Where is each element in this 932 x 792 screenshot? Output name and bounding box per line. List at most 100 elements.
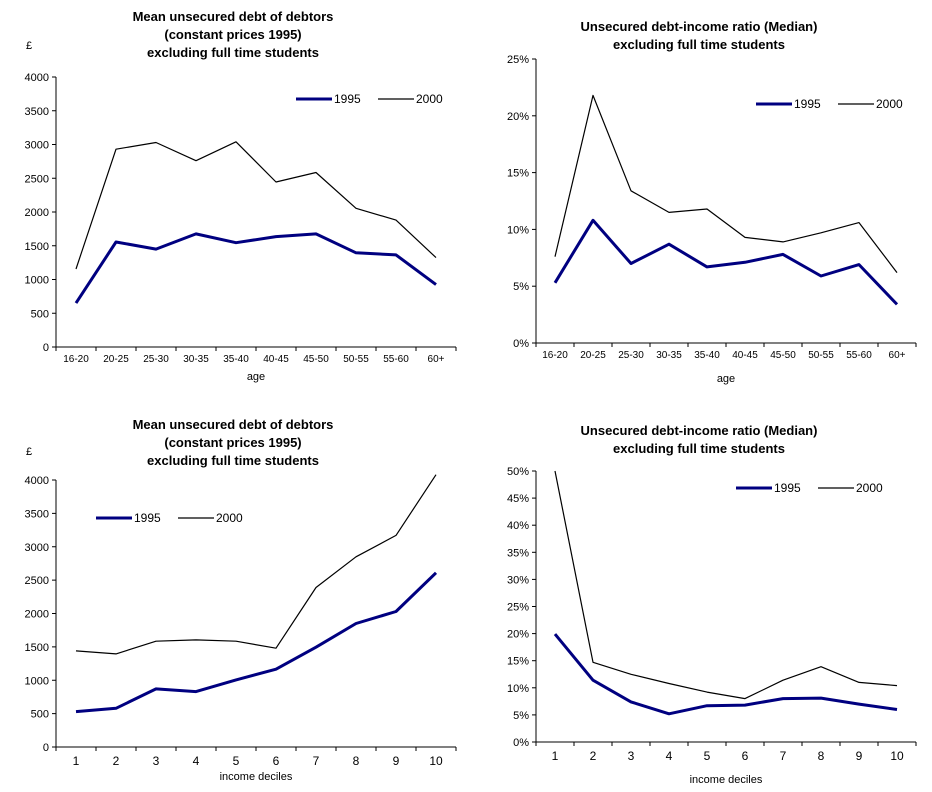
x-tick-label: 35-40 [694, 350, 720, 361]
y-tick-label: 3500 [25, 106, 49, 118]
chart-title: Unsecured debt-income ratio (Median) exc… [466, 422, 932, 458]
y-tick-label: 30% [507, 574, 529, 586]
chart-svg: 0% 5% 10% 15% 20% 25% 30% 35% 40% 45% 50% 1 2 3 4 5 6 7 8 9… [507, 466, 917, 763]
x-tick-label: 2 [590, 749, 597, 763]
x-tick-label: 50-55 [808, 350, 834, 361]
x-tick-label: 7 [313, 754, 320, 768]
x-tick-label: 16-20 [63, 354, 89, 365]
x-tick-label: 9 [393, 754, 400, 768]
x-tick-label: 6 [273, 754, 280, 768]
y-tick-label: 5% [513, 281, 529, 293]
y-tick-label: 3500 [25, 508, 49, 520]
x-tick-label: 3 [628, 749, 635, 763]
x-tick-label: 10 [429, 754, 443, 768]
y-tick-label: 1500 [25, 642, 49, 654]
legend-label-2000: 2000 [856, 481, 883, 495]
y-tick-label: 20% [507, 111, 529, 123]
x-axis-label: age [246, 371, 266, 383]
x-tick-label: 55-60 [846, 350, 872, 361]
x-axis-label: income deciles [689, 774, 763, 786]
x-tick-label: 20-25 [103, 354, 129, 365]
y-tick-label: 10% [507, 224, 529, 236]
y-tick-label: 40% [507, 520, 529, 532]
chart-svg: 0% 5% 10% 15% 20% 25% 16-20 20-25 25-30 30-35 35-4… [507, 54, 917, 361]
legend-label-1995: 1995 [134, 511, 161, 525]
x-tick-label: 4 [193, 754, 200, 768]
chart-title-line: excluding full time students [613, 37, 785, 52]
x-tick-label: 9 [856, 749, 863, 763]
x-tick-label: 3 [153, 754, 160, 768]
chart-svg: 0 500 1000 1500 2000 2500 3000 3500 4000 1 2 3 4 5 6 7 8… [25, 474, 457, 768]
y-tick-label: 25% [507, 602, 529, 614]
chart-title-line: excluding full time students [147, 453, 319, 468]
x-tick-label: 1 [73, 754, 80, 768]
y-tick-label: 15% [507, 168, 529, 180]
y-axis-unit: £ [26, 446, 33, 458]
x-tick-label: 30-35 [183, 354, 209, 365]
series-line-2000 [554, 470, 898, 700]
chart-title-line: Unsecured debt-income ratio (Median) [580, 19, 818, 34]
x-tick-label: 55-60 [383, 354, 409, 365]
x-tick-label: 40-45 [732, 350, 758, 361]
legend-label-2000: 2000 [416, 92, 443, 106]
y-tick-label: 5% [513, 710, 529, 722]
x-tick-label: 35-40 [223, 354, 249, 365]
x-tick-label: 25-30 [618, 350, 644, 361]
x-tick-label: 1 [552, 749, 559, 763]
x-tick-label: 5 [233, 754, 240, 768]
y-tick-label: 1000 [25, 275, 49, 287]
chart-panel-deciles-debt-income-ratio: Unsecured debt-income ratio (Median) exc… [466, 396, 932, 792]
y-tick-label: 2000 [25, 207, 49, 219]
y-tick-label: 10% [507, 683, 529, 695]
y-axis-unit: £ [26, 40, 33, 52]
y-tick-label: 0% [513, 338, 529, 350]
x-tick-label: 8 [353, 754, 360, 768]
x-tick-label: 45-50 [770, 350, 796, 361]
x-tick-label: 10 [890, 749, 904, 763]
y-tick-label: 2500 [25, 575, 49, 587]
x-tick-label: 60+ [889, 350, 906, 361]
y-tick-label: 1000 [25, 675, 49, 687]
series-line-1995 [74, 232, 437, 304]
y-tick-label: 2500 [25, 173, 49, 185]
legend-label-1995: 1995 [794, 97, 821, 111]
x-tick-label: 8 [818, 749, 825, 763]
chart-title-line: Mean unsecured debt of debtors [132, 417, 334, 432]
chart-title-line: excluding full time students [613, 441, 785, 456]
y-tick-label: 4000 [25, 72, 49, 84]
y-tick-label: 0% [513, 737, 529, 749]
y-tick-label: 4000 [25, 475, 49, 487]
series-line-2000 [75, 141, 437, 270]
x-tick-label: 4 [666, 749, 673, 763]
y-tick-label: 15% [507, 656, 529, 668]
y-tick-label: 20% [507, 629, 529, 641]
y-tick-label: 25% [507, 54, 529, 66]
y-tick-label: 45% [507, 493, 529, 505]
legend-label-2000: 2000 [876, 97, 903, 111]
chart-title: Unsecured debt-income ratio (Median) exc… [466, 18, 932, 54]
chart-title-line: (constant prices 1995) [164, 27, 302, 42]
chart-panel-age-mean-debt: Mean unsecured debt of debtors (constant… [0, 0, 466, 396]
series-line-1995 [75, 571, 438, 714]
chart-title-line: Unsecured debt-income ratio (Median) [580, 423, 818, 438]
x-tick-label: 30-35 [656, 350, 682, 361]
x-tick-label: 5 [704, 749, 711, 763]
y-tick-label: 2000 [25, 609, 49, 621]
y-tick-label: 1500 [25, 241, 49, 253]
y-tick-label: 0 [43, 742, 49, 754]
chart-title: Mean unsecured debt of debtors (constant… [0, 8, 466, 62]
series-line-2000 [75, 474, 437, 655]
x-tick-label: 2 [113, 754, 120, 768]
x-tick-label: 16-20 [542, 350, 568, 361]
x-tick-label: 50-55 [343, 354, 369, 365]
series-line-2000 [554, 94, 898, 273]
chart-panel-age-debt-income-ratio: Unsecured debt-income ratio (Median) exc… [466, 0, 932, 396]
x-tick-label: 25-30 [143, 354, 169, 365]
y-tick-label: 3000 [25, 542, 49, 554]
y-tick-label: 500 [31, 308, 49, 320]
y-tick-label: 35% [507, 547, 529, 559]
chart-title: Mean unsecured debt of debtors (constant… [0, 416, 466, 470]
x-axis-label: income deciles [219, 771, 293, 783]
legend-label-1995: 1995 [334, 92, 361, 106]
y-tick-label: 500 [31, 709, 49, 721]
